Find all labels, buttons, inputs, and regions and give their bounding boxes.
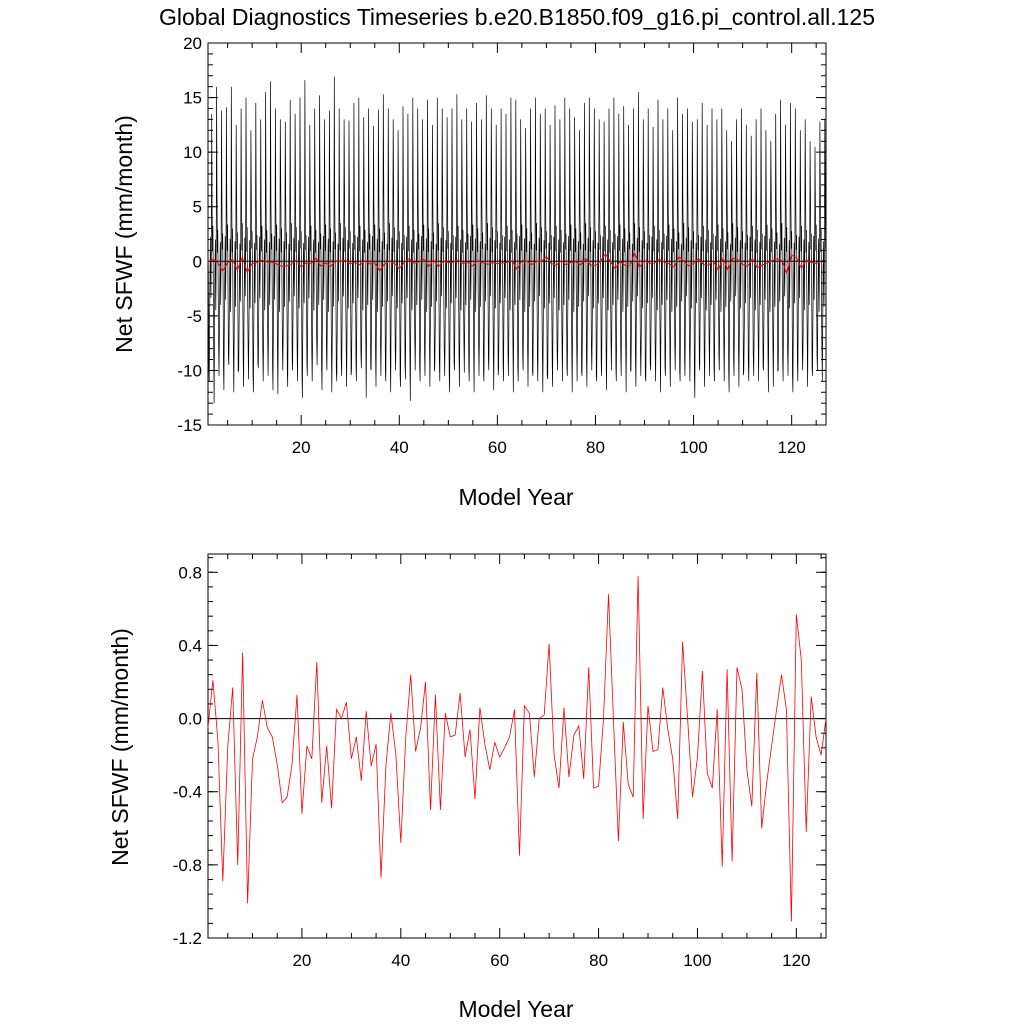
bottom-y-tick-label: -0.4	[173, 783, 202, 802]
top-y-tick-label: 0	[193, 252, 202, 271]
top-x-tick-label: 40	[390, 438, 409, 457]
top-y-tick-label: -15	[177, 416, 202, 435]
bottom-y-tick-label: -0.8	[173, 856, 202, 875]
bottom-y-axis-title: Net SFWF (mm/month)	[107, 628, 133, 866]
bottom-annual-series-line	[207, 575, 827, 922]
chart-title: Global Diagnostics Timeseries b.e20.B185…	[159, 4, 875, 30]
bottom-plot-frame	[207, 553, 827, 939]
bottom-x-tick-label: 60	[490, 951, 509, 970]
top-y-tick-label: 5	[193, 198, 202, 217]
top-y-axis-title: Net SFWF (mm/month)	[111, 115, 137, 353]
top-x-tick-label: 100	[679, 438, 707, 457]
top-annual-series-line	[207, 251, 822, 276]
top-x-tick-label: 120	[777, 438, 805, 457]
top-x-tick-label: 80	[586, 438, 605, 457]
bottom-x-tick-label: 80	[589, 951, 608, 970]
bottom-x-tick-label: 120	[782, 951, 810, 970]
top-y-tick-label: 10	[183, 143, 202, 162]
top-panel: Net SFWF (mm/month) Model Year -15 -10 -5 0…	[111, 34, 827, 510]
top-x-tick-label: 20	[292, 438, 311, 457]
top-x-tick-label: 60	[488, 438, 507, 457]
bottom-y-tick-label: 0.8	[178, 563, 202, 582]
bottom-y-tick-label: 0.4	[178, 636, 202, 655]
bottom-x-tick-label: 20	[292, 951, 311, 970]
top-monthly-series-line	[207, 76, 827, 404]
top-y-tick-label: 15	[183, 89, 202, 108]
bottom-x-tick-label: 40	[391, 951, 410, 970]
top-y-tick-label: 20	[183, 34, 202, 53]
bottom-x-tick-label: 100	[683, 951, 711, 970]
bottom-x-axis-title: Model Year	[458, 996, 573, 1022]
bottom-panel: Net SFWF (mm/month) Model Year -1.2 -0.8 -…	[107, 553, 827, 1022]
top-x-axis-title: Model Year	[458, 484, 573, 510]
top-y-tick-label: -5	[187, 307, 202, 326]
bottom-y-tick-label: 0.0	[178, 710, 202, 729]
bottom-y-tick-label: -1.2	[173, 929, 202, 948]
top-y-tick-label: -10	[177, 361, 202, 380]
